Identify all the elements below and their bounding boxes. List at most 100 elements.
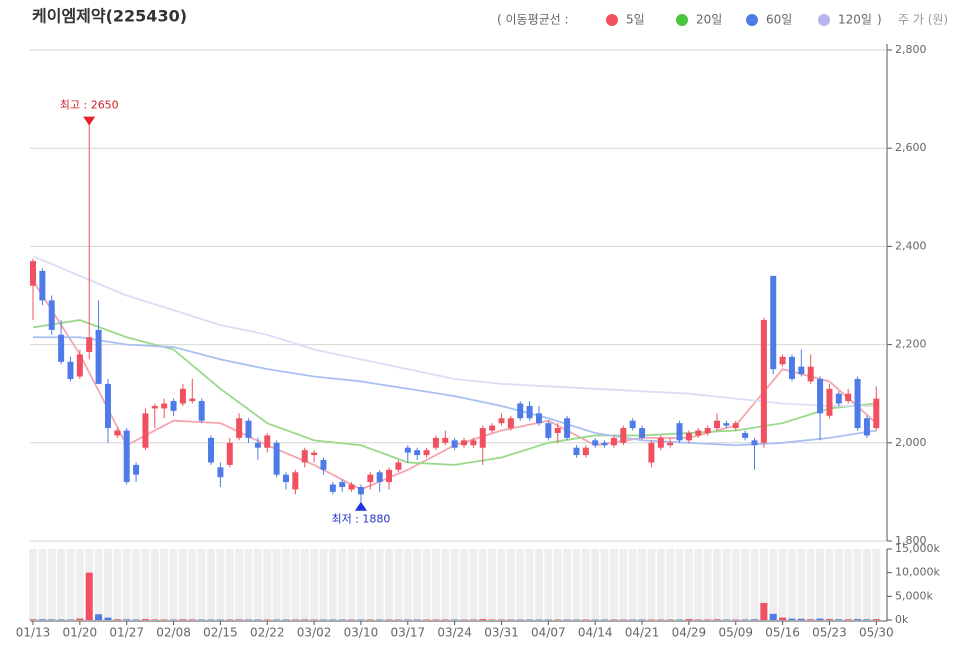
candle-body bbox=[573, 448, 579, 455]
volume-bar bbox=[714, 619, 721, 620]
volume-bar bbox=[863, 619, 870, 620]
volume-background bbox=[704, 549, 712, 620]
volume-background bbox=[216, 549, 224, 620]
volume-bar bbox=[826, 619, 833, 620]
candle-body bbox=[667, 443, 673, 445]
volume-background bbox=[601, 549, 609, 620]
volume-background bbox=[741, 549, 749, 620]
candle-body bbox=[77, 354, 83, 376]
volume-background bbox=[263, 549, 271, 620]
x-tick-label: 04/21 bbox=[625, 626, 660, 640]
volume-bar bbox=[76, 619, 83, 620]
candle-body bbox=[414, 450, 420, 455]
x-tick-label: 05/23 bbox=[812, 626, 847, 640]
volume-background bbox=[451, 549, 459, 620]
volume-background bbox=[591, 549, 599, 620]
volume-background bbox=[385, 549, 393, 620]
x-tick-label: 03/24 bbox=[437, 626, 472, 640]
volume-bar bbox=[236, 619, 243, 620]
candle-body bbox=[217, 467, 223, 477]
candle-body bbox=[545, 423, 551, 438]
x-tick-label: 03/17 bbox=[391, 626, 426, 640]
candle-body bbox=[761, 320, 767, 443]
y-tick-label: 2,600 bbox=[895, 141, 927, 154]
candle-body bbox=[58, 335, 64, 362]
volume-bar bbox=[123, 619, 130, 620]
legend-marker bbox=[606, 14, 618, 26]
volume-bar bbox=[104, 618, 111, 620]
candle-body bbox=[770, 276, 776, 369]
volume-background bbox=[404, 549, 412, 620]
candle-body bbox=[499, 418, 505, 423]
moving-average-line bbox=[33, 256, 876, 406]
candle-body bbox=[433, 438, 439, 448]
candle-body bbox=[236, 418, 242, 438]
legend-marker bbox=[676, 14, 688, 26]
legend-label: 60일 bbox=[766, 13, 792, 27]
volume-background bbox=[507, 549, 515, 620]
candle-body bbox=[180, 389, 186, 404]
candle-body bbox=[780, 357, 786, 364]
volume-background bbox=[301, 549, 309, 620]
volume-background bbox=[610, 549, 618, 620]
candle-body bbox=[714, 421, 720, 428]
candle-body bbox=[686, 433, 692, 440]
volume-background bbox=[750, 549, 758, 620]
volume-background bbox=[348, 549, 356, 620]
volume-background bbox=[413, 549, 421, 620]
candle-body bbox=[386, 470, 392, 482]
volume-background bbox=[479, 549, 487, 620]
candle-body bbox=[798, 367, 804, 374]
candle-body bbox=[395, 462, 401, 469]
volume-background bbox=[713, 549, 721, 620]
volume-background bbox=[151, 549, 159, 620]
candle-body bbox=[677, 423, 683, 440]
moving-average-line bbox=[33, 281, 876, 490]
volume-background bbox=[376, 549, 384, 620]
legend-label: 20일 bbox=[696, 13, 722, 27]
volume-bar bbox=[817, 619, 824, 620]
candle-body bbox=[105, 384, 111, 428]
candle-body bbox=[124, 431, 130, 483]
volume-background bbox=[788, 549, 796, 620]
volume-tick-label: 15,000k bbox=[895, 542, 940, 555]
candle-body bbox=[405, 448, 411, 453]
volume-bar bbox=[95, 614, 102, 620]
x-tick-label: 05/09 bbox=[718, 626, 753, 640]
volume-background bbox=[123, 549, 131, 620]
volume-background bbox=[526, 549, 534, 620]
volume-background bbox=[554, 549, 562, 620]
volume-background bbox=[572, 549, 580, 620]
volume-background bbox=[95, 549, 103, 620]
volume-background bbox=[854, 549, 862, 620]
volume-background bbox=[769, 549, 777, 620]
volume-bar bbox=[58, 619, 65, 620]
volume-bar bbox=[179, 619, 186, 620]
candle-body bbox=[705, 428, 711, 433]
y-tick-label: 2,800 bbox=[895, 43, 927, 56]
volume-bar bbox=[151, 619, 158, 620]
candle-body bbox=[723, 423, 729, 425]
volume-background bbox=[685, 549, 693, 620]
volume-bar bbox=[142, 619, 149, 620]
candle-body bbox=[836, 394, 842, 404]
volume-background bbox=[76, 549, 84, 620]
volume-background bbox=[226, 549, 234, 620]
candle-body bbox=[611, 438, 617, 445]
y-tick-label: 2,400 bbox=[895, 239, 927, 252]
candle-body bbox=[189, 399, 195, 401]
volume-background bbox=[694, 549, 702, 620]
volume-background bbox=[535, 549, 543, 620]
volume-background bbox=[113, 549, 121, 620]
volume-bar bbox=[779, 618, 786, 620]
volume-background bbox=[835, 549, 843, 620]
volume-background bbox=[366, 549, 374, 620]
volume-background bbox=[816, 549, 824, 620]
x-tick-label: 01/13 bbox=[16, 626, 51, 640]
volume-background bbox=[160, 549, 168, 620]
candle-body bbox=[639, 428, 645, 438]
volume-background bbox=[544, 549, 552, 620]
volume-background bbox=[722, 549, 730, 620]
candle-body bbox=[789, 357, 795, 379]
volume-background bbox=[657, 549, 665, 620]
